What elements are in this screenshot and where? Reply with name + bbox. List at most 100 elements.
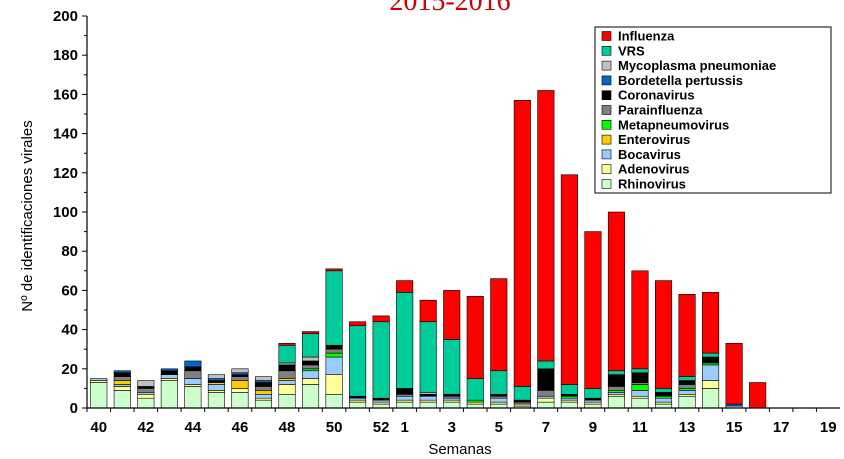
bar-segment-influenza: [443, 290, 461, 340]
y-tick-label: 60: [61, 282, 78, 299]
bar-segment-parainfluenza: [537, 390, 555, 397]
y-tick-label: 140: [53, 126, 78, 143]
bar-segment-coronavirus: [160, 370, 178, 375]
legend-swatch: [601, 105, 612, 115]
bar-segment-bocavirus: [160, 374, 178, 379]
bar-segment-parainfluenza: [137, 388, 155, 393]
legend-box: [594, 26, 832, 194]
bar-segment-vrs: [631, 368, 649, 374]
bar-segment-vrs: [560, 384, 578, 395]
bar-segment-rhinovirus: [254, 399, 273, 409]
x-axis-title: Semanas: [428, 441, 491, 458]
bar-segment-vrs: [396, 292, 414, 389]
bar-segment-vrs: [702, 352, 720, 358]
bar-segment-rhinovirus: [607, 395, 625, 409]
y-axis-title: Nº de identificaciones virales: [19, 120, 36, 311]
bar-segment-influenza: [302, 331, 320, 334]
bar-segment-bocavirus: [184, 378, 202, 385]
bar-segment-coronavirus: [702, 356, 720, 364]
legend-swatch: [601, 149, 612, 160]
bar-segment-rhinovirus: [349, 401, 367, 409]
legend-label: Coronavirus: [618, 88, 695, 103]
legend-label: Bocavirus: [618, 147, 681, 162]
bar-segment-vrs: [466, 378, 484, 401]
bar-segment-mycoplasma-pneumoniae: [254, 376, 273, 381]
bar-segment-rhinovirus: [419, 401, 437, 409]
bar-segment-parainfluenza: [231, 376, 249, 381]
y-tick-label: 40: [61, 322, 78, 339]
bar-segment-parainfluenza: [278, 370, 296, 379]
bar-segment-adenovirus: [537, 397, 555, 403]
bar-segment-influenza: [725, 343, 743, 405]
x-tick-label: 15: [726, 419, 743, 436]
bar-segment-vrs: [607, 370, 625, 375]
bar-segment-rhinovirus: [137, 397, 155, 409]
bar-segment-adenovirus: [137, 393, 155, 399]
legend-label: Parainfluenza: [618, 103, 703, 118]
bar-segment-mycoplasma-pneumoniae: [302, 356, 320, 362]
bar-segment-enterovirus: [231, 380, 249, 389]
bar-segment-bocavirus: [254, 393, 273, 399]
bar-segment-parainfluenza: [113, 376, 131, 381]
bar-segment-coronavirus: [537, 368, 555, 391]
legend-label: Adenovirus: [618, 162, 690, 177]
bar-segment-bocavirus: [702, 364, 720, 381]
x-tick-labels: 40 42 44 46 48 50 52 1 3 5 7 9 11 13 15 17 19: [90, 419, 836, 436]
bar-segment-vrs: [490, 370, 508, 395]
bar-segment-vrs: [513, 386, 531, 401]
x-tick-label: 13: [679, 419, 696, 436]
bar-segment-vrs: [419, 321, 437, 393]
bar-segment-coronavirus: [396, 388, 414, 395]
x-tick-label: 11: [632, 419, 648, 436]
bar-segment-parainfluenza: [254, 386, 273, 391]
bar-segment-adenovirus: [302, 378, 320, 385]
x-tick-label: 52: [373, 419, 390, 436]
legend-swatch: [601, 120, 612, 130]
bar-segment-bocavirus: [302, 370, 320, 379]
x-tick-label: 17: [773, 419, 790, 436]
x-tick-label: 50: [326, 419, 343, 436]
bar-segment-rhinovirus: [278, 393, 296, 409]
y-tick-label: 0: [70, 400, 78, 417]
bar-segment-rhinovirus: [325, 393, 343, 409]
y-tick-label: 160: [53, 86, 78, 103]
bar-segment-bocavirus: [207, 384, 225, 391]
bar-segment-metapneumovirus: [631, 384, 649, 391]
bar-segment-parainfluenza: [607, 386, 625, 391]
bar-segment-bocavirus: [396, 395, 414, 401]
bar-segment-parainfluenza: [678, 384, 696, 389]
bar-segment-influenza: [513, 99, 531, 387]
y-tick-label: 180: [53, 47, 78, 64]
legend-label: Rhinovirus: [618, 177, 686, 192]
legend-label: Enterovirus: [618, 132, 690, 147]
bars: [90, 90, 767, 409]
legend-swatch: [601, 31, 612, 41]
bar-segment-vrs: [537, 360, 555, 370]
bar-segment-rhinovirus: [113, 390, 131, 409]
bar-segment-bocavirus: [278, 380, 296, 385]
bar-segment-influenza: [349, 321, 367, 326]
y-tick-label: 20: [61, 361, 78, 378]
bar-segment-enterovirus: [254, 390, 273, 395]
bar-segment-mycoplasma-pneumoniae: [137, 380, 155, 387]
bar-segment-parainfluenza: [184, 370, 202, 379]
bar-segment-rhinovirus: [443, 401, 461, 409]
bar-segment-rhinovirus: [537, 401, 555, 409]
x-tick-label: 5: [495, 419, 503, 436]
bar-segment-coronavirus: [113, 372, 131, 377]
x-tick-label: 40: [90, 419, 107, 436]
bar-segment-bordetella-pertussis: [184, 360, 202, 368]
bar-segment-vrs: [584, 388, 602, 399]
bar-segment-adenovirus: [278, 384, 296, 395]
bar-segment-influenza: [584, 231, 602, 389]
bar-segment-bocavirus: [325, 356, 343, 375]
bar-segment-bocavirus: [631, 390, 649, 397]
bar-segment-rhinovirus: [631, 397, 649, 409]
bar-segment-parainfluenza: [302, 364, 320, 370]
bar-segment-bocavirus: [90, 378, 108, 381]
y-tick-label: 80: [61, 243, 78, 260]
x-tick-label: 44: [185, 419, 202, 436]
